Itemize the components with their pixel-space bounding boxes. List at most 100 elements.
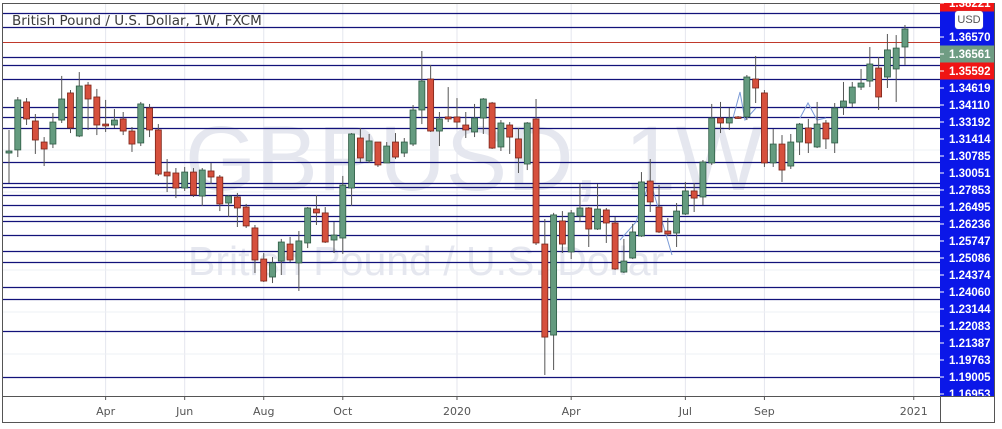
candle-down[interactable] xyxy=(761,92,768,164)
candle-up[interactable] xyxy=(418,80,426,111)
candle-up[interactable] xyxy=(14,99,22,151)
candle-up[interactable] xyxy=(848,86,856,104)
candle-up[interactable] xyxy=(111,119,118,126)
candle-down[interactable] xyxy=(128,130,136,145)
candle-up[interactable] xyxy=(295,240,303,264)
candle-down[interactable] xyxy=(146,107,153,131)
candle-up[interactable] xyxy=(629,231,637,259)
candle-down[interactable] xyxy=(119,118,127,132)
candle-down[interactable] xyxy=(804,127,812,144)
candle-up[interactable] xyxy=(708,117,716,164)
candle-down[interactable] xyxy=(251,227,259,261)
candle-up[interactable] xyxy=(58,98,66,121)
candle-up[interactable] xyxy=(400,141,408,154)
candle-up[interactable] xyxy=(5,150,13,154)
candle-down[interactable] xyxy=(515,138,522,159)
trend-drawing[interactable] xyxy=(732,91,757,122)
candle-down[interactable] xyxy=(190,171,197,196)
candle-up[interactable] xyxy=(787,141,795,167)
candle-up[interactable] xyxy=(383,145,391,164)
candle-down[interactable] xyxy=(532,118,540,244)
candle-down[interactable] xyxy=(734,116,742,119)
candle-down[interactable] xyxy=(602,209,610,224)
candle-down[interactable] xyxy=(313,208,320,214)
candle-up[interactable] xyxy=(813,123,821,148)
candle-down[interactable] xyxy=(40,141,48,150)
candle-up[interactable] xyxy=(497,122,505,148)
candle-up[interactable] xyxy=(681,190,689,215)
candle-down[interactable] xyxy=(233,196,241,209)
candle-up[interactable] xyxy=(743,76,751,118)
candle-up[interactable] xyxy=(330,234,338,241)
candle-down[interactable] xyxy=(31,120,39,141)
candle-down[interactable] xyxy=(23,101,30,120)
candle-down[interactable] xyxy=(778,143,786,171)
candle-down[interactable] xyxy=(260,258,268,282)
candle-up[interactable] xyxy=(348,133,355,189)
candle-up[interactable] xyxy=(523,122,531,165)
candle-down[interactable] xyxy=(752,78,760,89)
candle-down[interactable] xyxy=(875,67,883,98)
candle-down[interactable] xyxy=(93,96,101,126)
candle-up[interactable] xyxy=(471,117,478,133)
candle-up[interactable] xyxy=(137,103,145,144)
candle-up[interactable] xyxy=(831,107,839,144)
candle-up[interactable] xyxy=(884,49,891,78)
candle-up[interactable] xyxy=(699,161,707,198)
candle-down[interactable] xyxy=(444,116,452,120)
candle-up[interactable] xyxy=(638,181,645,237)
candle-up[interactable] xyxy=(576,207,584,217)
candle-up[interactable] xyxy=(75,85,83,137)
candle-up[interactable] xyxy=(673,210,680,234)
candle-down[interactable] xyxy=(374,141,382,166)
candle-down[interactable] xyxy=(664,230,672,235)
candle-up[interactable] xyxy=(550,214,558,336)
candle-down[interactable] xyxy=(690,190,698,199)
candle-up[interactable] xyxy=(866,63,874,82)
candle-down[interactable] xyxy=(102,123,110,127)
candle-down[interactable] xyxy=(154,129,162,175)
candle-up[interactable] xyxy=(198,169,206,197)
candle-up[interactable] xyxy=(769,143,777,164)
currency-badge[interactable]: USD xyxy=(955,11,983,29)
candle-up[interactable] xyxy=(725,117,733,124)
candle-down[interactable] xyxy=(84,84,92,100)
trend-drawing[interactable] xyxy=(799,101,827,121)
candle-up[interactable] xyxy=(594,208,601,230)
candle-up[interactable] xyxy=(901,28,909,48)
candle-down[interactable] xyxy=(585,207,593,230)
candle-down[interactable] xyxy=(392,141,399,158)
candle-up[interactable] xyxy=(49,121,57,145)
candle-up[interactable] xyxy=(567,212,575,253)
candle-up[interactable] xyxy=(892,47,900,70)
candle-up[interactable] xyxy=(225,195,233,204)
candle-up[interactable] xyxy=(840,100,847,108)
candle-down[interactable] xyxy=(321,212,329,243)
candle-down[interactable] xyxy=(453,116,461,123)
candle-down[interactable] xyxy=(427,78,435,132)
candle-down[interactable] xyxy=(611,222,619,270)
candle-down[interactable] xyxy=(462,124,470,131)
candle-up[interactable] xyxy=(277,241,285,262)
candle-up[interactable] xyxy=(365,140,373,162)
candle-up[interactable] xyxy=(339,184,347,239)
candle-up[interactable] xyxy=(857,82,865,88)
candle-down[interactable] xyxy=(541,243,549,338)
candle-up[interactable] xyxy=(269,262,276,278)
candle-up[interactable] xyxy=(409,109,417,145)
candle-down[interactable] xyxy=(822,122,830,140)
candle-down[interactable] xyxy=(242,206,250,227)
candle-down[interactable] xyxy=(172,172,180,189)
candle-down[interactable] xyxy=(356,137,364,159)
candle-down[interactable] xyxy=(717,117,724,124)
candle-down[interactable] xyxy=(216,176,224,205)
candle-up[interactable] xyxy=(436,118,443,132)
candle-down[interactable] xyxy=(163,171,171,177)
candle-up[interactable] xyxy=(620,260,628,273)
candle-down[interactable] xyxy=(646,180,654,203)
candle-down[interactable] xyxy=(207,170,215,178)
candle-down[interactable] xyxy=(558,220,566,245)
candle-down[interactable] xyxy=(655,206,663,233)
candle-down[interactable] xyxy=(286,243,294,261)
